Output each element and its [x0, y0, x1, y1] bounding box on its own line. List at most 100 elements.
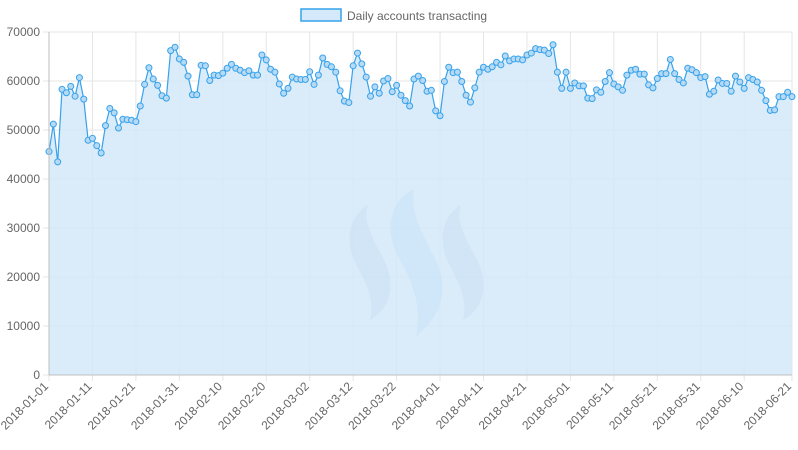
data-point[interactable]	[740, 84, 748, 92]
data-point[interactable]	[662, 70, 670, 78]
data-point[interactable]	[545, 50, 553, 58]
data-point[interactable]	[597, 88, 605, 96]
data-point[interactable]	[549, 41, 557, 49]
data-point[interactable]	[254, 71, 262, 79]
data-point[interactable]	[397, 91, 405, 99]
data-point[interactable]	[562, 68, 570, 76]
data-point[interactable]	[553, 68, 561, 76]
data-point[interactable]	[497, 61, 505, 69]
data-point[interactable]	[354, 49, 361, 57]
data-point[interactable]	[314, 71, 322, 79]
data-point[interactable]	[579, 82, 587, 90]
data-point[interactable]	[619, 86, 627, 94]
data-point[interactable]	[193, 91, 201, 99]
data-point[interactable]	[762, 97, 770, 105]
data-point[interactable]	[758, 86, 766, 94]
data-point[interactable]	[284, 84, 292, 92]
data-point[interactable]	[501, 52, 509, 60]
data-point[interactable]	[71, 92, 79, 100]
data-point[interactable]	[771, 106, 779, 114]
data-point[interactable]	[115, 124, 123, 132]
data-point[interactable]	[453, 68, 461, 76]
data-point[interactable]	[106, 104, 114, 112]
data-point[interactable]	[227, 60, 235, 68]
data-point[interactable]	[310, 80, 318, 88]
data-point[interactable]	[327, 63, 335, 71]
data-point[interactable]	[362, 73, 370, 81]
data-point[interactable]	[466, 98, 474, 106]
data-point[interactable]	[184, 72, 192, 80]
data-point[interactable]	[606, 69, 614, 77]
data-point[interactable]	[445, 63, 453, 71]
data-point[interactable]	[732, 72, 740, 80]
data-point[interactable]	[784, 88, 792, 96]
data-point[interactable]	[67, 82, 75, 90]
data-point[interactable]	[779, 93, 787, 101]
data-point[interactable]	[223, 64, 231, 72]
data-point[interactable]	[475, 68, 483, 76]
data-point[interactable]	[275, 80, 283, 88]
data-point[interactable]	[414, 72, 422, 80]
data-point[interactable]	[488, 63, 496, 71]
data-point[interactable]	[75, 74, 83, 82]
data-point[interactable]	[171, 43, 179, 51]
data-point[interactable]	[406, 102, 414, 110]
data-point[interactable]	[262, 56, 270, 64]
data-point[interactable]	[132, 118, 140, 126]
data-point[interactable]	[245, 67, 253, 75]
data-point[interactable]	[136, 102, 144, 110]
data-point[interactable]	[679, 79, 687, 87]
data-point[interactable]	[388, 88, 396, 96]
data-point[interactable]	[258, 51, 266, 59]
data-point[interactable]	[393, 81, 401, 89]
data-point[interactable]	[80, 95, 88, 103]
data-point[interactable]	[727, 87, 735, 95]
data-point[interactable]	[49, 120, 57, 128]
data-point[interactable]	[206, 77, 214, 85]
data-point[interactable]	[471, 84, 479, 92]
data-point[interactable]	[54, 158, 62, 166]
data-point[interactable]	[93, 142, 101, 150]
data-point[interactable]	[319, 54, 327, 62]
data-point[interactable]	[345, 99, 353, 107]
data-point[interactable]	[788, 93, 796, 101]
data-point[interactable]	[649, 84, 657, 92]
data-point[interactable]	[358, 60, 366, 68]
data-point[interactable]	[280, 89, 288, 97]
data-point[interactable]	[88, 134, 96, 142]
data-point[interactable]	[519, 56, 527, 64]
data-point[interactable]	[666, 55, 674, 63]
data-point[interactable]	[558, 84, 566, 92]
data-point[interactable]	[271, 68, 279, 76]
data-point[interactable]	[653, 75, 661, 83]
data-point[interactable]	[154, 81, 162, 89]
data-point[interactable]	[332, 68, 340, 76]
data-point[interactable]	[458, 77, 466, 85]
legend-label[interactable]: Daily accounts transacting	[347, 9, 487, 23]
data-point[interactable]	[110, 109, 118, 117]
data-point[interactable]	[401, 97, 409, 105]
data-point[interactable]	[723, 79, 731, 87]
data-point[interactable]	[753, 78, 761, 86]
data-point[interactable]	[623, 71, 631, 79]
data-point[interactable]	[566, 84, 574, 92]
data-point[interactable]	[367, 92, 375, 100]
data-point[interactable]	[201, 62, 209, 70]
data-point[interactable]	[301, 76, 309, 84]
data-point[interactable]	[527, 49, 535, 57]
data-point[interactable]	[440, 77, 448, 85]
data-point[interactable]	[640, 70, 648, 78]
data-point[interactable]	[601, 77, 609, 85]
data-point[interactable]	[436, 112, 444, 120]
data-point[interactable]	[588, 95, 596, 103]
data-point[interactable]	[149, 75, 157, 83]
legend-swatch[interactable]	[300, 8, 342, 22]
data-point[interactable]	[419, 77, 427, 85]
data-point[interactable]	[62, 89, 70, 97]
data-point[interactable]	[97, 149, 105, 157]
data-point[interactable]	[710, 87, 718, 95]
data-point[interactable]	[145, 64, 153, 72]
data-point[interactable]	[349, 62, 357, 70]
data-point[interactable]	[632, 65, 640, 73]
data-point[interactable]	[306, 68, 314, 76]
